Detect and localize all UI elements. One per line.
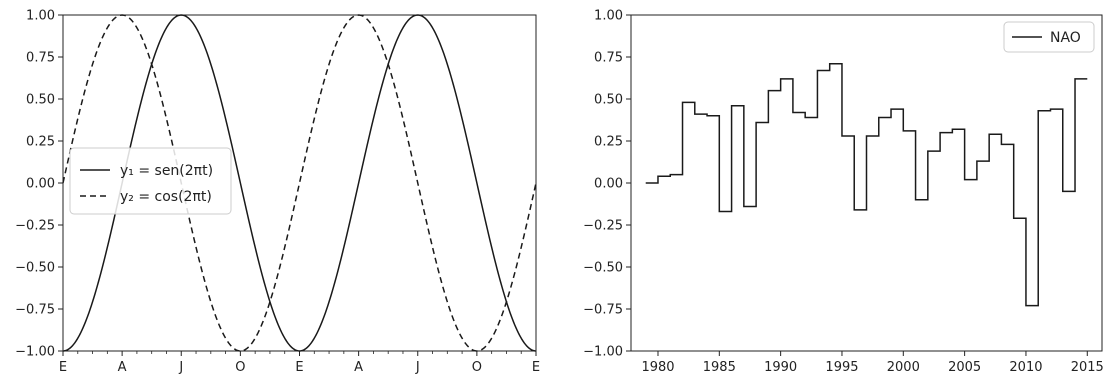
chart1-ytick-label: 0.75 [26, 51, 55, 66]
chart1-ytick-label: 1.00 [26, 9, 55, 24]
chart2-ytick-label: 0.00 [594, 177, 623, 192]
chart2-ytick-label: −0.50 [583, 261, 623, 276]
chart1-xtick-label: E [295, 360, 303, 375]
chart2-ytick-label: 1.00 [594, 9, 623, 24]
chart1-ytick-label: 0.00 [26, 177, 55, 192]
chart1-legend: y₁ = sen(2πt) y₂ = cos(2πt) [69, 147, 232, 215]
chart1-xtick-label: O [472, 360, 482, 375]
chart-nao: 1.00 0.75 0.50 0.25 0.00 −0.25 −0.50 −0.75 −1.00… [583, 9, 1103, 376]
chart1-xtick-label: E [532, 360, 540, 375]
series-cos-line [62, 14, 537, 352]
chart1-xtick-label: E [59, 360, 67, 375]
chart1-ytick-label: −1.00 [15, 345, 55, 360]
chart2-ytick-label: 0.75 [594, 51, 623, 66]
chart2-xtick-label: 2015 [1071, 360, 1103, 375]
chart2-legend: NAO [1003, 21, 1095, 53]
chart2-ytick-label: −0.75 [583, 303, 623, 318]
chart1-ytick-label: 0.25 [26, 135, 55, 150]
chart2-ytick-label: 0.25 [594, 135, 623, 150]
series-nao-step-line [645, 62, 1088, 307]
chart1-ytick-label: −0.50 [15, 261, 55, 276]
legend-sin-label: y₁ = sen(2πt) [120, 163, 213, 179]
chart2-ytick-label: −1.00 [583, 345, 623, 360]
series-sin-line [62, 14, 537, 352]
chart2-ytick-label: −0.25 [583, 219, 623, 234]
legend-nao-label: NAO [1050, 30, 1081, 46]
chart2-legend-box [1003, 21, 1095, 53]
chart2-xtick-label: 2005 [948, 360, 981, 375]
chart-sin-cos: 1.00 0.75 0.50 0.25 0.00 −0.25 −0.50 −0.75 −1.00… [15, 9, 540, 376]
chart1-legend-box [69, 147, 232, 215]
chart1-ytick-label: −0.25 [15, 219, 55, 234]
chart1-ytick-label: 0.50 [26, 93, 55, 108]
chart1-xtick-label: A [118, 360, 127, 375]
chart2-xtick-label: 2000 [887, 360, 920, 375]
chart1-xtick-label: A [354, 360, 363, 375]
chart1-xtick-label: J [415, 360, 420, 375]
chart2-xtick-label: 1980 [641, 360, 674, 375]
chart2-xtick-label: 2010 [1009, 360, 1042, 375]
chart2-xtick-label: 1985 [703, 360, 736, 375]
chart2-ytick-label: 0.50 [594, 93, 623, 108]
chart2-xtick-label: 1990 [764, 360, 797, 375]
chart1-xtick-label: O [235, 360, 245, 375]
chart2-xtick-label: 1995 [825, 360, 858, 375]
legend-cos-label: y₂ = cos(2πt) [120, 189, 212, 205]
chart1-ytick-label: −0.75 [15, 303, 55, 318]
chart1-xtick-label: J [178, 360, 183, 375]
